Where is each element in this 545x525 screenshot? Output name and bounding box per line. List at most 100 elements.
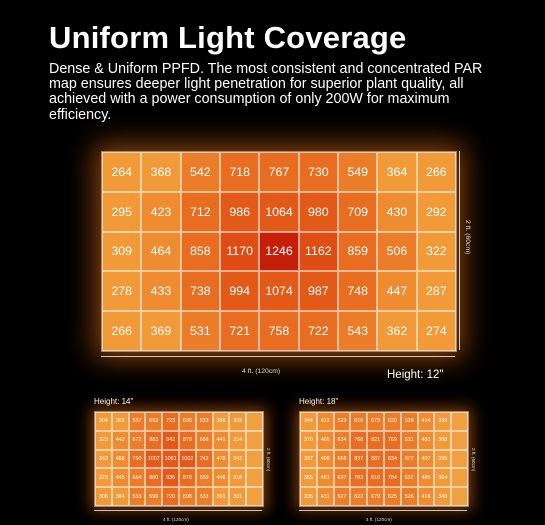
ppfd-cell: 365 [300, 468, 317, 488]
ppfd-cell: 447 [377, 271, 417, 312]
ppfd-cell: 465 [316, 430, 334, 450]
ppfd-cell: 622 [350, 487, 368, 506]
par-map-12in: 264 368 542 718 767 730 549 364 266 295 423 712 986 1… [101, 151, 457, 352]
ppfd-cell: 834 [383, 449, 401, 469]
ppfd-cell: 491 [316, 468, 334, 488]
ppfd-cell: 880 [145, 468, 163, 488]
ppfd-cell: 722 [298, 311, 338, 351]
ppfd-cell: 322 [416, 231, 456, 272]
ppfd-cell: 620 [383, 412, 401, 431]
ppfd-cell: 631 [400, 430, 418, 450]
ppfd-cell: 748 [337, 271, 378, 312]
depth-dimension-line [459, 151, 460, 350]
ppfd-cell: 696 [178, 412, 196, 431]
ppfd-cell: 292 [416, 191, 456, 232]
ppfd-cell: 542 [180, 152, 220, 192]
ppfd-cell: 742 [195, 449, 213, 469]
ppfd-cell: 343 [95, 449, 112, 469]
ppfd-cell: 301 [229, 487, 247, 506]
ppfd-cell: 721 [219, 311, 260, 351]
width-dimension-line [101, 356, 455, 357]
ppfd-cell: 295 [102, 191, 142, 232]
ppfd-cell: 1061 [162, 449, 179, 469]
ppfd-cell: 1002 [178, 449, 196, 469]
ppfd-cell: 384 [111, 487, 129, 506]
depth-label: 2 ft. (60cm) [464, 220, 471, 255]
height-label-14: Height: 14" [94, 397, 134, 406]
ppfd-cell: 523 [333, 412, 351, 431]
ppfd-cell: 368 [434, 430, 452, 450]
ppfd-cell: 464 [141, 231, 181, 272]
ppfd-cell: 942 [162, 430, 179, 450]
width-label-18: 4 ft. (120cm) [366, 517, 392, 522]
ppfd-cell: 527 [333, 487, 351, 506]
ppfd-cell: 758 [259, 311, 299, 351]
ppfd-cell: 391 [212, 487, 230, 506]
par-map-14in: 304 392 537 693 723 696 533 386 305 323 442 672 883 9… [94, 411, 264, 507]
ppfd-cell: 339 [434, 412, 452, 431]
ppfd-cell: 784 [383, 468, 401, 488]
ppfd-cell: 1170 [219, 231, 260, 272]
ppfd-cell: 274 [416, 311, 456, 351]
depth-label-14: 2 ft. (60cm) [266, 448, 271, 472]
ppfd-cell: 362 [377, 311, 417, 351]
ppfd-cell: 399 [434, 449, 452, 469]
ppfd-cell: 278 [102, 271, 142, 312]
ppfd-cell: 879 [178, 430, 196, 450]
ppfd-cell: 543 [337, 311, 378, 351]
ppfd-cell: 529 [400, 412, 418, 431]
ppfd-cell [451, 449, 468, 469]
ppfd-cell: 266 [416, 152, 456, 192]
ppfd-cell: 478 [212, 449, 230, 469]
ppfd-cell: 712 [180, 191, 220, 232]
ppfd-cell: 1246 [259, 231, 299, 272]
ppfd-cell: 816 [367, 468, 384, 488]
ppfd-cell: 738 [180, 271, 220, 312]
ppfd-cell: 287 [416, 271, 456, 312]
ppfd-cell: 392 [111, 412, 129, 431]
ppfd-cell: 416 [417, 487, 435, 506]
page-title: Uniform Light Coverage [49, 20, 407, 55]
ppfd-cell: 668 [333, 449, 351, 469]
ppfd-cell: 994 [219, 271, 260, 312]
ppfd-cell: 980 [298, 191, 338, 232]
ppfd-cell: 878 [178, 468, 196, 488]
ppfd-cell: 616 [350, 412, 368, 431]
ppfd-cell [451, 487, 468, 506]
ppfd-cell: 720 [162, 487, 179, 506]
ppfd-cell: 423 [141, 191, 181, 232]
depth-label-18: 2 ft. (60cm) [471, 448, 476, 472]
ppfd-cell: 266 [102, 311, 142, 351]
ppfd-cell: 506 [377, 231, 417, 272]
ppfd-cell: 318 [229, 468, 247, 488]
ppfd-cell: 387 [300, 449, 317, 469]
ppfd-cell: 433 [141, 271, 181, 312]
width-label-14: 4 ft. (120cm) [163, 517, 189, 522]
ppfd-cell: 718 [219, 152, 260, 192]
ppfd-cell: 336 [300, 487, 317, 506]
ppfd-cell: 693 [145, 412, 163, 431]
ppfd-cell: 412 [316, 412, 334, 431]
ppfd-cell [246, 487, 263, 506]
ppfd-cell: 364 [434, 468, 452, 488]
ppfd-cell: 445 [111, 468, 129, 488]
ppfd-cell: 858 [180, 231, 220, 272]
ppfd-cell: 696 [145, 487, 163, 506]
ppfd-cell [451, 468, 468, 488]
ppfd-cell [246, 412, 263, 431]
ppfd-cell [246, 468, 263, 488]
ppfd-cell: 837 [350, 449, 368, 469]
ppfd-cell: 442 [111, 430, 129, 450]
ppfd-cell: 370 [300, 430, 317, 450]
ppfd-cell: 1007 [145, 449, 163, 469]
ppfd-cell: 769 [383, 430, 401, 450]
ppfd-cell: 430 [377, 191, 417, 232]
description-text: Dense & Uniform PPFD. The most consisten… [49, 61, 483, 123]
ppfd-cell: 936 [162, 468, 179, 488]
ppfd-cell: 625 [383, 487, 401, 506]
ppfd-cell: 679 [367, 487, 384, 506]
ppfd-cell: 666 [195, 430, 213, 450]
ppfd-cell: 497 [417, 449, 435, 469]
ppfd-cell: 481 [417, 430, 435, 450]
ppfd-cell: 533 [128, 487, 146, 506]
